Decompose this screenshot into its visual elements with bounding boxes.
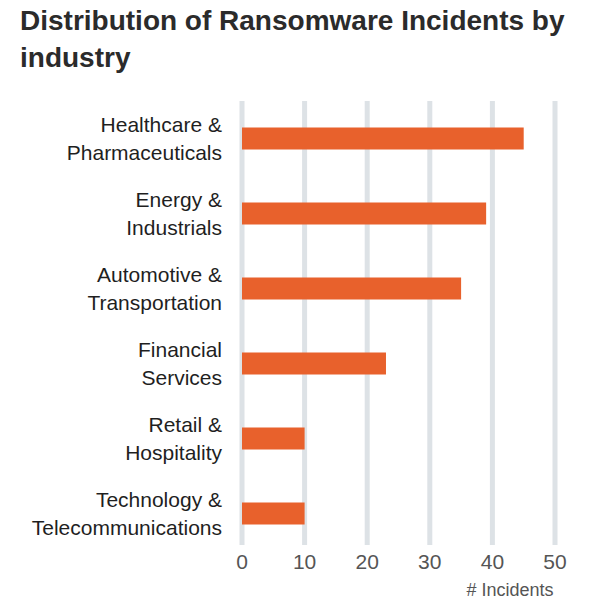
- tick-label: 50: [543, 550, 566, 573]
- chart-title: Distribution of Ransomware Incidents by …: [20, 2, 595, 76]
- axis-label: # Incidents: [466, 580, 553, 600]
- category-label: Healthcare &Pharmaceuticals: [67, 113, 222, 164]
- category-label: Automotive &Transportation: [87, 263, 222, 314]
- grid-line: [553, 101, 558, 545]
- tick-label: 0: [236, 550, 248, 573]
- chart: 0 10 20 30 40 50 Healthcare &Pharmaceuticals En…: [0, 0, 598, 603]
- tick-label: 40: [481, 550, 504, 573]
- grid-line: [427, 101, 432, 545]
- bar: [242, 353, 386, 375]
- grid-line: [365, 101, 370, 545]
- bar: [242, 128, 524, 150]
- category-label: FinancialServices: [138, 338, 222, 389]
- bar: [242, 203, 486, 225]
- tick-label: 30: [418, 550, 441, 573]
- bar: [242, 278, 461, 300]
- tick-label: 20: [356, 550, 379, 573]
- tick-label: 10: [293, 550, 316, 573]
- bar: [242, 503, 305, 525]
- grid-line: [490, 101, 495, 545]
- category-label: Technology &Telecommunications: [32, 488, 222, 539]
- bar: [242, 428, 305, 450]
- category-label: Retail &Hospitality: [125, 413, 222, 464]
- category-label: Energy &Industrials: [126, 188, 222, 239]
- grid-line: [302, 101, 307, 545]
- grid-line: [240, 101, 245, 545]
- bars: [242, 128, 524, 525]
